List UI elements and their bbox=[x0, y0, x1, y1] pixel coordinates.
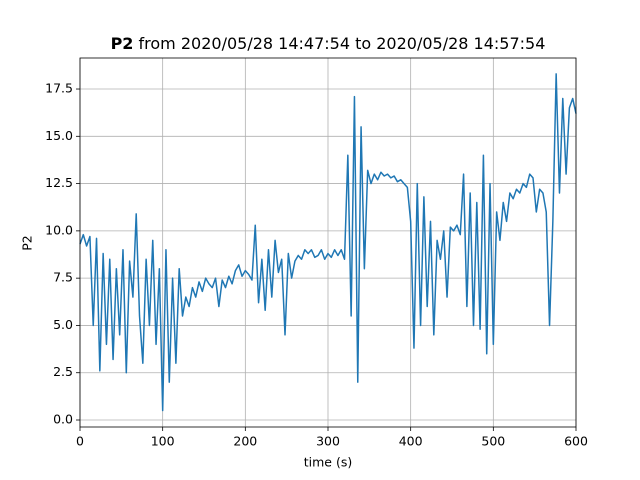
y-tick-label: 7.5 bbox=[53, 270, 73, 285]
x-tick-label: 0 bbox=[76, 434, 84, 449]
x-tick-label: 500 bbox=[481, 434, 505, 449]
y-tick-label: 0.0 bbox=[53, 412, 73, 427]
chart-title: P2 from 2020/05/28 14:47:54 to 2020/05/2… bbox=[111, 34, 546, 53]
y-tick-label: 12.5 bbox=[45, 175, 73, 190]
x-tick-label: 300 bbox=[316, 434, 340, 449]
plot-layer bbox=[79, 73, 577, 412]
x-tick-label: 200 bbox=[233, 434, 257, 449]
x-axis-label: time (s) bbox=[304, 455, 352, 470]
y-tick-label: 10.0 bbox=[45, 222, 73, 237]
title-text: from 2020/05/28 14:47:54 to 2020/05/28 1… bbox=[139, 34, 546, 53]
x-tick-label: 600 bbox=[564, 434, 588, 449]
data-line bbox=[79, 73, 577, 412]
y-tick-label: 15.0 bbox=[45, 128, 73, 143]
y-tick-label: 5.0 bbox=[53, 317, 73, 332]
x-tick-label: 100 bbox=[151, 434, 175, 449]
x-tick-label: 400 bbox=[399, 434, 423, 449]
y-tick-label: 2.5 bbox=[53, 364, 73, 379]
y-axis-label: P2 bbox=[20, 235, 35, 251]
y-tick-label: 17.5 bbox=[45, 81, 73, 96]
title-bold: P2 bbox=[111, 34, 134, 53]
